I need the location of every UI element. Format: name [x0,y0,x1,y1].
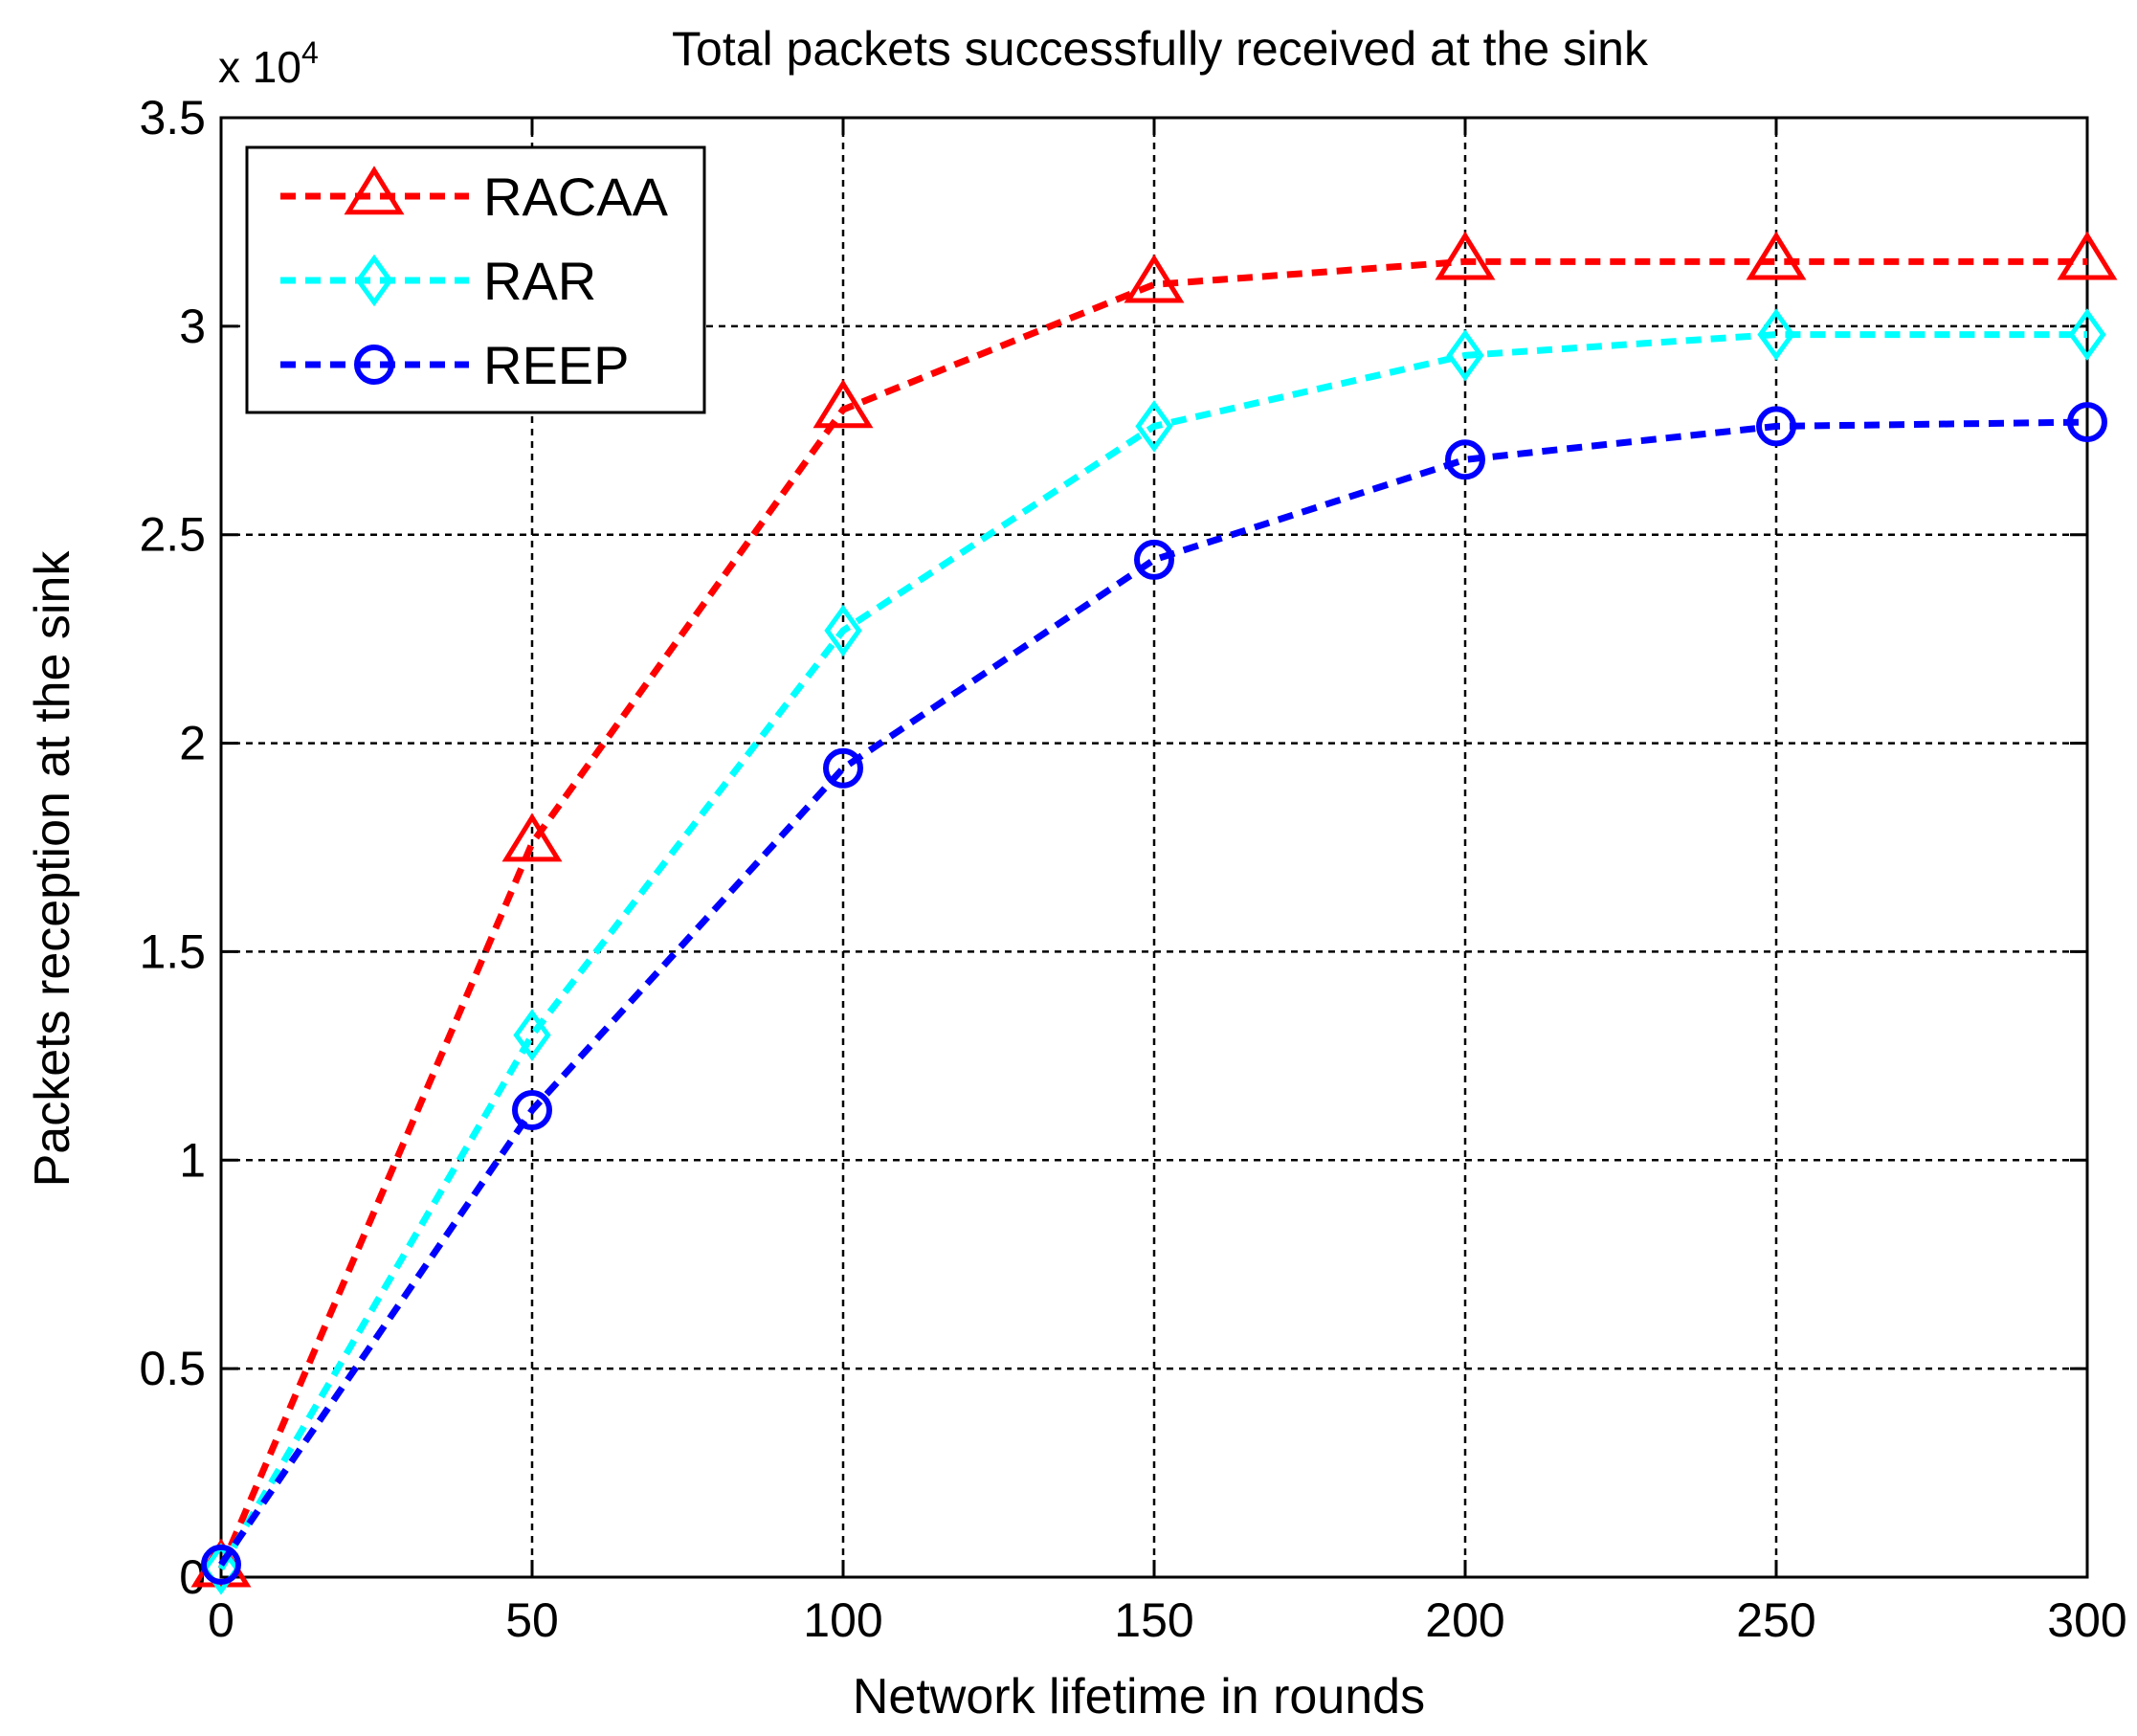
y-tick-label: 2 [179,717,206,770]
y-multiplier-base: x 10 [218,42,301,92]
x-tick-label: 300 [2047,1593,2126,1647]
data-point-racaa [1746,231,1807,280]
legend-label-racaa: RACAA [483,167,669,227]
x-tick-label: 200 [1425,1593,1504,1647]
y-tick-label: 0.5 [139,1342,206,1395]
data-point-reep [823,747,863,789]
y-axis-title: Packets reception at the sink [25,550,80,1188]
x-tick-label: 50 [505,1593,559,1647]
data-point-rar [1757,308,1795,361]
data-point-rar [1135,400,1173,453]
x-tick-label: 100 [803,1593,882,1647]
legend-box [245,145,706,414]
series-line-reep [218,418,2088,1567]
data-point-reep [1756,406,1796,447]
y-multiplier: x 104 [218,35,319,92]
legend-label-rar: RAR [483,251,596,311]
data-point-racaa [1124,254,1185,303]
x-axis-title: Network lifetime in rounds [853,1669,1425,1725]
y-multiplier-exponent: 4 [301,35,319,70]
y-tick-label: 1 [179,1133,206,1187]
series-rar [202,308,2106,1595]
x-tick-label: 150 [1114,1593,1193,1647]
chart-title: Total packets successfully received at t… [672,22,1649,76]
data-point-racaa [501,812,563,862]
data-point-rar [1446,329,1484,382]
series-layer [190,231,2118,1595]
y-tick-label: 3 [179,300,206,353]
data-point-racaa [1435,231,1496,280]
data-point-racaa [2057,231,2118,280]
y-tick-label: 2.5 [139,508,206,562]
legend-marker-rar [355,254,393,307]
data-point-rar [824,604,862,657]
series-racaa [190,231,2118,1588]
legend-marker-racaa [344,166,405,215]
y-tick-label: 3.5 [139,91,206,145]
x-tick-label: 0 [208,1593,234,1647]
data-point-reep [512,1090,552,1130]
data-point-reep [1445,439,1485,480]
data-point-reep [1134,539,1174,580]
data-point-reep [2067,402,2107,443]
x-tick-label: 250 [1736,1593,1815,1647]
data-point-racaa [813,379,874,429]
legend-item-rar: RAR [280,251,596,311]
series-reep [201,402,2107,1585]
legend: RACAA RAR REEP [245,145,706,414]
data-point-rar [513,1009,551,1061]
legend-items: RACAA RAR REEP [280,166,669,395]
data-point-rar [202,1543,240,1595]
legend-item-reep: REEP [280,335,630,395]
y-tick-label: 1.5 [139,924,206,978]
data-point-rar [2068,308,2106,361]
legend-marker-reep [354,345,394,385]
legend-label-reep: REEP [483,335,630,395]
legend-item-racaa: RACAA [280,166,669,227]
series-line-rar [217,331,2087,1571]
data-point-reep [201,1544,241,1585]
